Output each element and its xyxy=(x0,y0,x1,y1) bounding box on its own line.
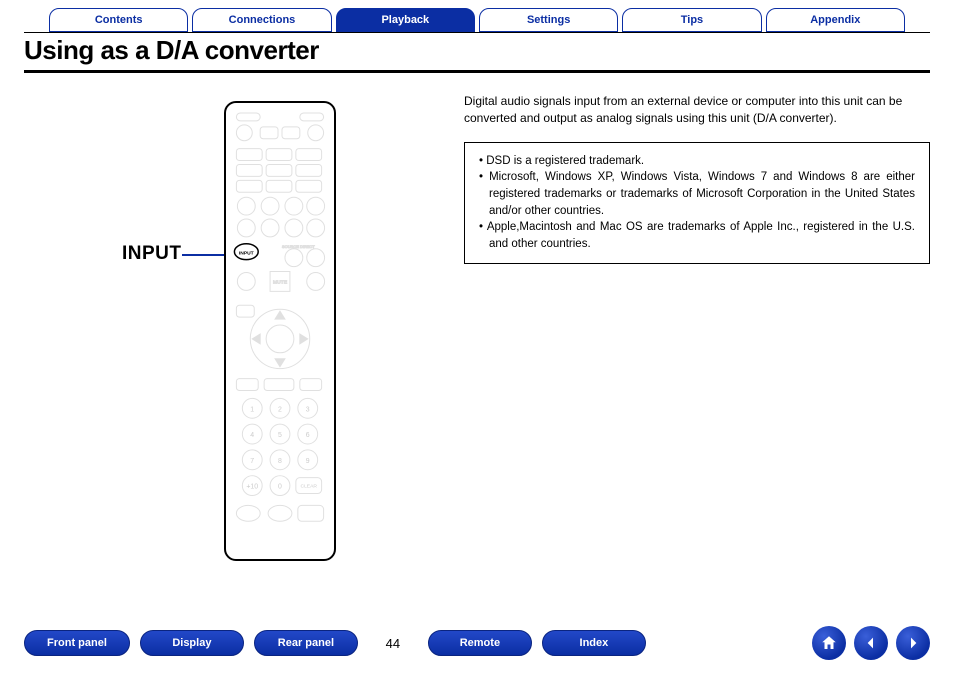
svg-text:3: 3 xyxy=(306,406,310,413)
callout-line xyxy=(182,254,226,256)
home-icon[interactable] xyxy=(812,626,846,660)
svg-text:8: 8 xyxy=(278,458,282,465)
prev-icon[interactable] xyxy=(854,626,888,660)
svg-text:7: 7 xyxy=(250,458,254,465)
svg-text:5: 5 xyxy=(278,432,282,439)
page-title: Using as a D/A converter xyxy=(24,35,930,66)
svg-text:CLEAR: CLEAR xyxy=(301,484,318,490)
note-item: Apple,Macintosh and Mac OS are trademark… xyxy=(479,219,915,252)
svg-text:9: 9 xyxy=(306,458,310,465)
pill-remote[interactable]: Remote xyxy=(428,630,532,656)
svg-text:0: 0 xyxy=(278,484,282,491)
trademark-notes: DSD is a registered trademark. Microsoft… xyxy=(464,142,930,264)
svg-text:2: 2 xyxy=(278,406,282,413)
intro-text: Digital audio signals input from an exte… xyxy=(464,93,930,128)
tab-settings[interactable]: Settings xyxy=(479,8,618,32)
tab-tips[interactable]: Tips xyxy=(622,8,761,32)
tab-playback[interactable]: Playback xyxy=(336,8,475,32)
tab-connections[interactable]: Connections xyxy=(192,8,331,32)
tab-contents[interactable]: Contents xyxy=(49,8,188,32)
tab-appendix[interactable]: Appendix xyxy=(766,8,905,32)
pill-rear-panel[interactable]: Rear panel xyxy=(254,630,358,656)
note-item: DSD is a registered trademark. xyxy=(479,153,915,170)
svg-text:MUTE: MUTE xyxy=(273,279,288,285)
input-callout-label: INPUT xyxy=(122,243,182,265)
pill-display[interactable]: Display xyxy=(140,630,244,656)
next-icon[interactable] xyxy=(896,626,930,660)
svg-text:1: 1 xyxy=(250,406,254,413)
remote-control-diagram: INPUT SOURCE DIRECT MUTE xyxy=(224,101,336,561)
title-bar: Using as a D/A converter xyxy=(24,32,930,73)
top-tabs: Contents Connections Playback Settings T… xyxy=(48,8,906,32)
pill-front-panel[interactable]: Front panel xyxy=(24,630,130,656)
svg-text:SOURCE DIRECT: SOURCE DIRECT xyxy=(282,244,315,249)
svg-text:4: 4 xyxy=(250,432,254,439)
page-number: 44 xyxy=(368,636,418,651)
svg-text:INPUT: INPUT xyxy=(239,251,254,257)
note-item: Microsoft, Windows XP, Windows Vista, Wi… xyxy=(479,169,915,219)
footer-nav: Front panel Display Rear panel 44 Remote… xyxy=(24,625,930,661)
svg-text:+10: +10 xyxy=(246,484,258,491)
pill-index[interactable]: Index xyxy=(542,630,646,656)
svg-text:6: 6 xyxy=(306,432,310,439)
